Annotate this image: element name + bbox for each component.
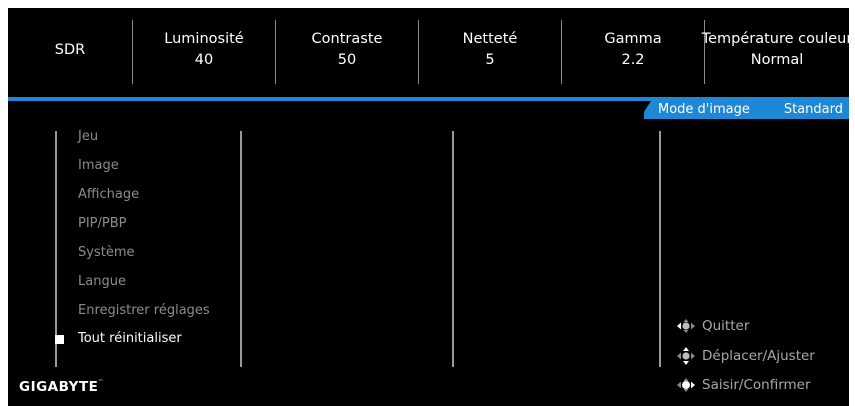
menu-item-reset-all[interactable]: Tout réinitialiser (78, 331, 182, 346)
top-divider (275, 20, 276, 84)
hint-move-label: Déplacer/Ajuster (702, 348, 815, 364)
menu-item-game[interactable]: Jeu (78, 129, 99, 144)
picture-mode-tab: Mode d'image Standard (644, 101, 849, 119)
hint-quit: Quitter (676, 316, 749, 336)
top-divider (132, 20, 133, 84)
joystick-press-icon (677, 378, 695, 392)
brightness-label: Luminosité (164, 31, 244, 47)
menu-item-display[interactable]: Affichage (78, 187, 140, 202)
hint-move-adjust: Déplacer/Ajuster (676, 346, 815, 366)
top-divider (561, 20, 562, 84)
selection-square-icon (55, 335, 64, 344)
gamma-cell: Gamma 2.2 (562, 8, 704, 92)
contrast-label: Contraste (311, 31, 383, 47)
picture-mode-value: Standard (783, 102, 843, 117)
hint-enter-confirm: Saisir/Confirmer (676, 375, 811, 395)
column-divider (240, 131, 242, 367)
column-divider (659, 131, 661, 367)
color-temp-label: Température couleur (701, 31, 849, 47)
sharpness-value: 5 (485, 52, 495, 68)
top-status-bar: SDR Luminosité 40 Contraste 50 Netteté 5… (8, 8, 849, 92)
menu-column-line (55, 131, 57, 367)
joystick-left-icon (677, 319, 695, 333)
sharpness-cell: Netteté 5 (419, 8, 561, 92)
color-temp-cell: Température couleur Normal (701, 8, 849, 92)
gigabyte-logo: GIGABYTE™ (19, 379, 104, 395)
hdr-mode-cell: SDR (8, 8, 132, 92)
accent-divider (8, 97, 849, 101)
hdr-mode-label: SDR (54, 41, 86, 58)
trademark-mark: ™ (98, 379, 104, 385)
sharpness-label: Netteté (462, 31, 518, 47)
brightness-cell: Luminosité 40 (133, 8, 275, 92)
hint-enter-label: Saisir/Confirmer (702, 377, 811, 393)
osd-window: SDR Luminosité 40 Contraste 50 Netteté 5… (8, 8, 849, 406)
contrast-value: 50 (337, 52, 357, 68)
hint-quit-label: Quitter (702, 318, 750, 334)
menu-item-language[interactable]: Langue (78, 274, 126, 289)
menu-item-save-settings[interactable]: Enregistrer réglages (78, 303, 210, 318)
menu-item-pip-pbp[interactable]: PIP/PBP (78, 216, 127, 231)
color-temp-value: Normal (750, 52, 804, 68)
joystick-updown-icon (677, 347, 695, 365)
brand-name: GIGABYTE (19, 379, 99, 395)
top-divider (704, 20, 705, 84)
menu-item-system[interactable]: Système (78, 245, 135, 260)
gamma-value: 2.2 (621, 52, 645, 68)
brightness-value: 40 (194, 52, 214, 68)
gamma-label: Gamma (604, 31, 662, 47)
column-divider (452, 131, 454, 367)
top-divider (418, 20, 419, 84)
contrast-cell: Contraste 50 (276, 8, 418, 92)
menu-item-picture[interactable]: Image (78, 158, 119, 173)
picture-mode-label: Mode d'image (658, 102, 750, 117)
